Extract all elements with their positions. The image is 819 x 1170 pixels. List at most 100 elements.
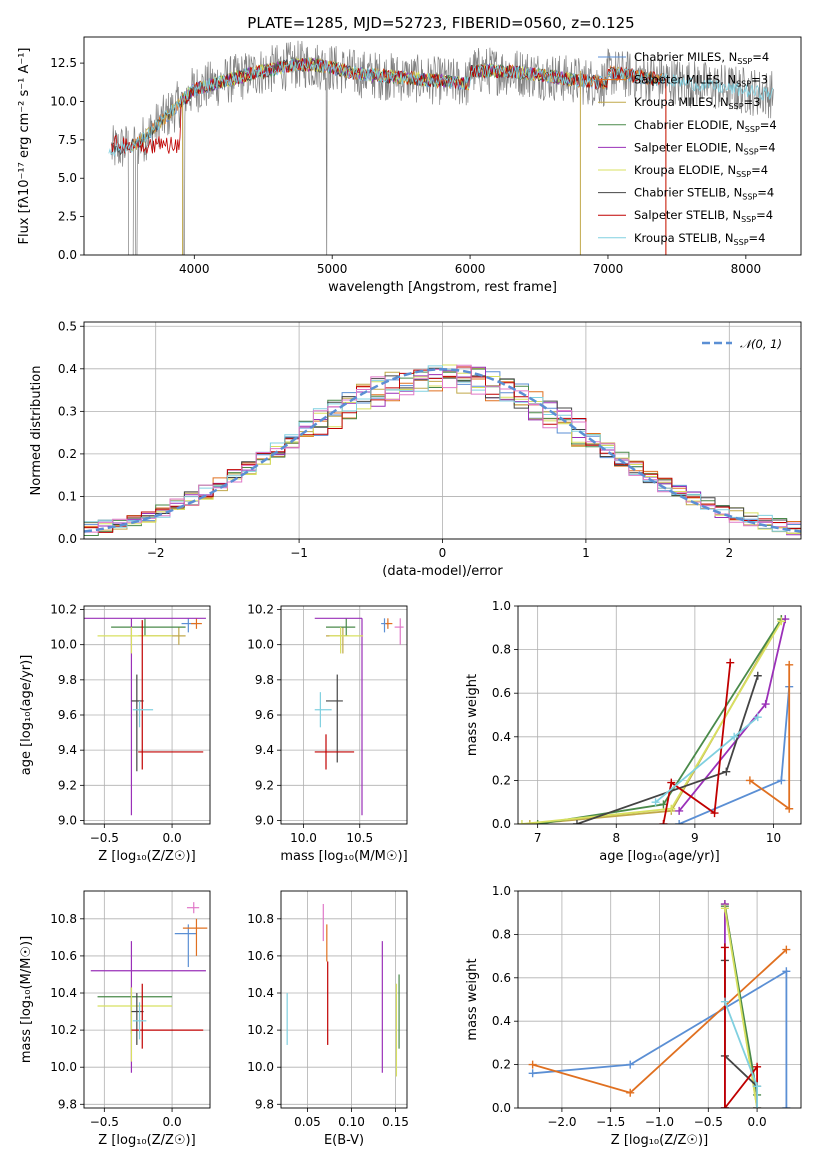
plus-marker	[659, 800, 668, 809]
y-tick-label: 0.8	[492, 927, 511, 941]
plus-marker	[782, 945, 791, 954]
x-tick-label: −2	[147, 546, 165, 560]
x-tick-label: 9	[691, 831, 699, 845]
y-tick-label: 10.6	[247, 949, 274, 963]
errorbar-point	[191, 618, 202, 629]
residuals-xlabel: (data-model)/error	[382, 564, 503, 579]
x-tick-label: 1	[582, 546, 590, 560]
plus-marker	[667, 804, 676, 813]
y-tick-label: 0.2	[492, 1058, 511, 1072]
mass_vs_Z-xlabel: Z [log₁₀(Z/Z☉)]	[98, 1133, 195, 1148]
legend-entry: Chabrier MILES, NSSP=4	[634, 50, 769, 66]
y-tick-label: 10.0	[50, 94, 77, 108]
mass_vs_Z-points	[90, 902, 208, 1073]
plus-marker	[720, 943, 729, 952]
y-tick-label: 9.8	[58, 673, 77, 687]
residuals-axes: −2 −1 0 1 2 0.0 0.1 0.2 0.3 0.4 0.5 (data-model)/er…	[29, 319, 801, 579]
errorbar-point	[394, 618, 404, 645]
age_vs_Z-axes: −0.5 0.0 9.0 9.2 9.4 9.6 9.8 10.0 10.2 Z [log₁₀(Z…	[19, 603, 210, 864]
x-tick-label: 0.15	[382, 1115, 409, 1129]
plus-marker	[782, 1104, 791, 1108]
y-tick-label: 0.0	[58, 532, 77, 546]
y-tick-label: 10.8	[247, 912, 274, 926]
x-tick-label: 0.0	[748, 1115, 767, 1129]
x-tick-label: −1.0	[645, 1115, 674, 1129]
figure-title: PLATE=1285, MJD=52723, FIBERID=0560, z=0…	[247, 14, 634, 32]
plus-marker	[518, 820, 526, 824]
y-tick-label: 0.8	[492, 643, 511, 657]
legend-entry: Chabrier ELODIE, NSSP=4	[634, 118, 777, 134]
errorbar-point	[329, 627, 364, 654]
y-tick-label: 9.8	[255, 1097, 274, 1111]
x-tick-label: −2.0	[547, 1115, 576, 1129]
y-tick-label: 9.4	[255, 743, 274, 757]
mass-weight-line	[662, 662, 732, 824]
plus-marker	[777, 776, 786, 785]
age_vs_mass-xlabel: mass [log₁₀(M/M☉)]	[280, 849, 407, 864]
legend-entry: Kroupa MILES, NSSP=3	[634, 95, 760, 111]
spectrum-xlabel: wavelength [Angstrom, rest frame]	[328, 280, 557, 295]
errorbar-point	[174, 924, 197, 968]
mass_vs_Z-axes: −0.5 0.0 9.8 10.0 10.2 10.4 10.6 10.8 Z [log₁₀(Z…	[19, 891, 210, 1148]
histogram-step	[84, 364, 801, 534]
errorbar-point	[326, 674, 343, 763]
plus-marker	[667, 778, 676, 787]
plus-marker	[782, 967, 791, 976]
y-tick-label: 0.4	[492, 730, 511, 744]
errorbar-point	[138, 620, 204, 770]
y-tick-label: 0.1	[58, 489, 77, 503]
x-tick-label: 0.0	[163, 1115, 182, 1129]
y-tick-label: 1.0	[492, 884, 511, 898]
errorbar-point	[97, 987, 173, 1062]
y-tick-label: 9.6	[58, 708, 77, 722]
plus-marker	[753, 1104, 762, 1108]
plus-marker	[710, 809, 719, 818]
errorbar-point	[111, 618, 186, 636]
mass_vs_Z-frame	[83, 890, 211, 1109]
y-tick-label: 0.2	[492, 773, 511, 787]
legend-entry: Salpeter STELIB, NSSP=4	[634, 208, 773, 224]
histogram-series	[84, 364, 801, 538]
y-tick-label: 10.6	[50, 949, 77, 963]
errorbar-point	[186, 902, 200, 914]
legend-entry: Kroupa STELIB, NSSP=4	[634, 231, 765, 247]
residuals-frame	[83, 321, 802, 540]
plus-marker	[753, 1082, 762, 1091]
mass_weight_vs_Z-frame	[517, 890, 802, 1109]
y-tick-label: 9.8	[58, 1097, 77, 1111]
y-tick-label: 10.0	[247, 638, 274, 652]
legend-entry: 𝒩(0, 1)	[740, 337, 782, 351]
spectrum-frame	[83, 36, 802, 256]
plus-marker	[753, 1062, 762, 1071]
x-tick-label: 7	[534, 831, 542, 845]
y-tick-label: 1.0	[492, 599, 511, 613]
x-tick-label: 2	[725, 546, 733, 560]
x-tick-label: 0.0	[163, 831, 182, 845]
plus-marker	[722, 767, 731, 776]
y-tick-label: 10.4	[50, 986, 77, 1000]
age_vs_Z-frame	[83, 605, 211, 825]
mass_weight_vs_age-xlabel: age [log₁₀(age/yr)]	[599, 849, 720, 864]
y-tick-label: 0.0	[492, 817, 511, 831]
plus-marker	[761, 700, 770, 709]
plus-marker	[777, 617, 786, 626]
y-tick-label: 0.4	[58, 362, 77, 376]
y-tick-label: 0.3	[58, 404, 77, 418]
errorbar-point	[131, 993, 144, 1045]
plus-marker	[720, 997, 729, 1006]
errorbar-point	[132, 1002, 147, 1040]
y-tick-label: 9.6	[255, 708, 274, 722]
y-tick-label: 5.0	[58, 171, 77, 185]
y-tick-label: 9.0	[255, 813, 274, 827]
legend-entry: Salpeter ELODIE, NSSP=4	[634, 140, 776, 156]
y-tick-label: 10.2	[247, 603, 274, 617]
normal-curve	[84, 368, 801, 533]
plus-marker	[572, 820, 581, 824]
residuals-ylabel: Normed distribution	[29, 366, 44, 496]
errorbar-point	[314, 734, 355, 770]
x-tick-label: −1	[290, 546, 308, 560]
mass_vs_Z-ylabel: mass [log₁₀(M/M☉)]	[19, 936, 34, 1063]
mass_weight_vs_age-ylabel: mass weight	[465, 674, 480, 756]
